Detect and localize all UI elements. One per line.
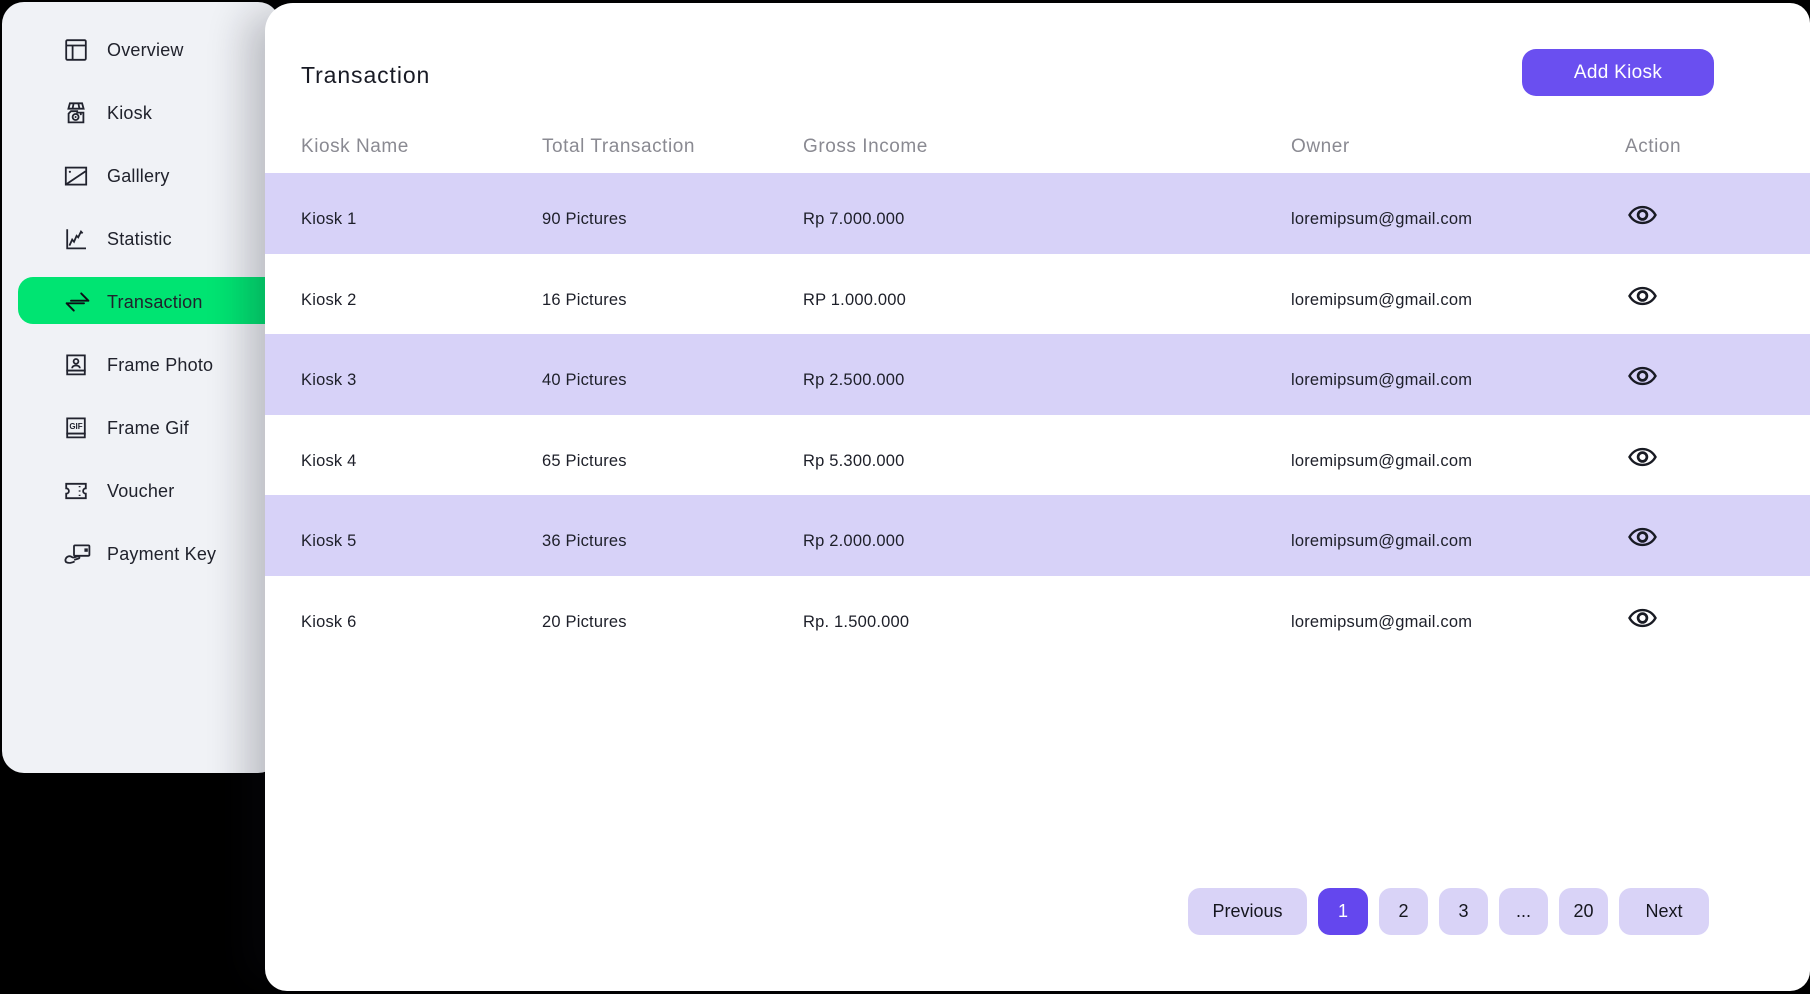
svg-text:GIF: GIF	[69, 422, 82, 431]
